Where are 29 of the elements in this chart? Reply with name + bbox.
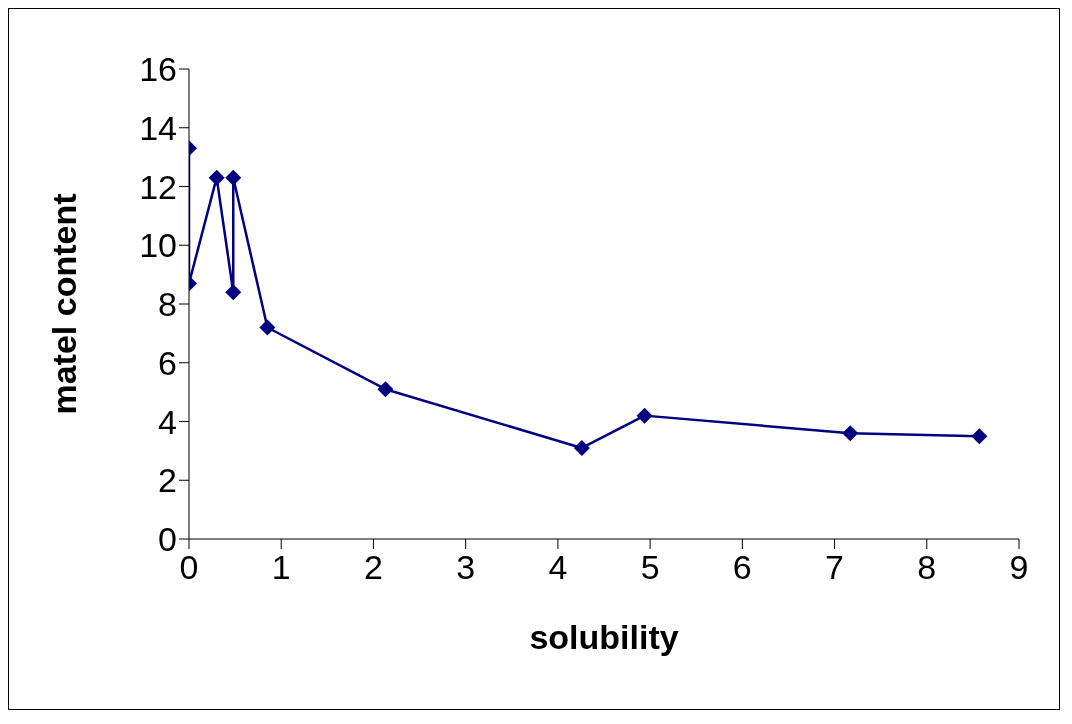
x-tick-label: 2 (363, 548, 383, 587)
point (842, 425, 859, 442)
y-axis-title: matel content (45, 193, 84, 415)
x-tick-label: 5 (640, 548, 660, 587)
x-axis-title: solubility (529, 618, 679, 656)
x-tick-label: 8 (917, 548, 937, 587)
point (377, 381, 394, 398)
y-tick-label: 2 (158, 461, 177, 500)
y-tick-label: 10 (139, 226, 177, 265)
point (225, 169, 242, 186)
x-tick-label: 3 (456, 548, 476, 587)
point (225, 284, 242, 301)
point (259, 319, 276, 336)
point (636, 407, 653, 424)
y-tick-label: 6 (158, 343, 177, 382)
point (971, 428, 988, 445)
y-tick-label: 14 (139, 108, 177, 147)
x-tick-label: 9 (1009, 548, 1029, 587)
point (208, 169, 225, 186)
x-tick-label: 4 (548, 548, 568, 587)
x-tick-label: 6 (732, 548, 752, 587)
y-tick-label: 0 (158, 520, 177, 559)
x-tick-label: 7 (825, 548, 845, 587)
point (573, 439, 590, 456)
x-tick-label: 1 (271, 548, 291, 587)
y-tick-label: 4 (158, 402, 177, 441)
y-tick-label: 8 (158, 285, 177, 324)
y-tick-label: 12 (139, 167, 177, 206)
y-tick-label: 16 (139, 50, 177, 89)
